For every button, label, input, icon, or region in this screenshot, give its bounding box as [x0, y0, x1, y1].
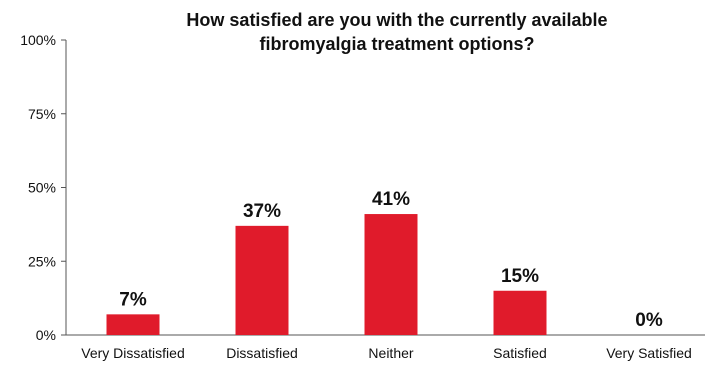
category-label-0: Very Dissatisfied: [81, 345, 184, 361]
x-axis-categories: Very Dissatisfied Dissatisfied Neither Sati…: [81, 345, 692, 361]
data-label-3: 15%: [501, 266, 539, 287]
bar-0: [106, 314, 160, 335]
y-tick-label: 50%: [28, 180, 56, 196]
bar-1: [235, 225, 289, 335]
bar-2: [364, 214, 418, 335]
data-label-1: 37%: [243, 201, 281, 222]
y-tick-label: 25%: [28, 253, 56, 269]
data-label-0: 7%: [119, 289, 147, 310]
category-label-4: Very Satisfied: [606, 345, 692, 361]
y-axis-ticks: 0% 25% 50% 75% 100%: [20, 32, 66, 343]
chart-title: How satisfied are you with the currently…: [186, 10, 607, 54]
bar-3: [493, 290, 547, 335]
data-labels: 7% 37% 41% 15% 0%: [119, 189, 663, 331]
chart-title-line-2: fibromyalgia treatment options?: [259, 34, 534, 54]
data-label-4: 0%: [635, 310, 663, 331]
category-label-2: Neither: [368, 345, 413, 361]
y-tick-label: 75%: [28, 106, 56, 122]
y-tick-label: 0%: [36, 327, 56, 343]
category-label-3: Satisfied: [493, 345, 547, 361]
bar-series: [106, 214, 547, 335]
y-tick-label: 100%: [20, 32, 56, 48]
data-label-2: 41%: [372, 189, 410, 210]
category-label-1: Dissatisfied: [226, 345, 298, 361]
chart-title-line-1: How satisfied are you with the currently…: [186, 10, 607, 30]
